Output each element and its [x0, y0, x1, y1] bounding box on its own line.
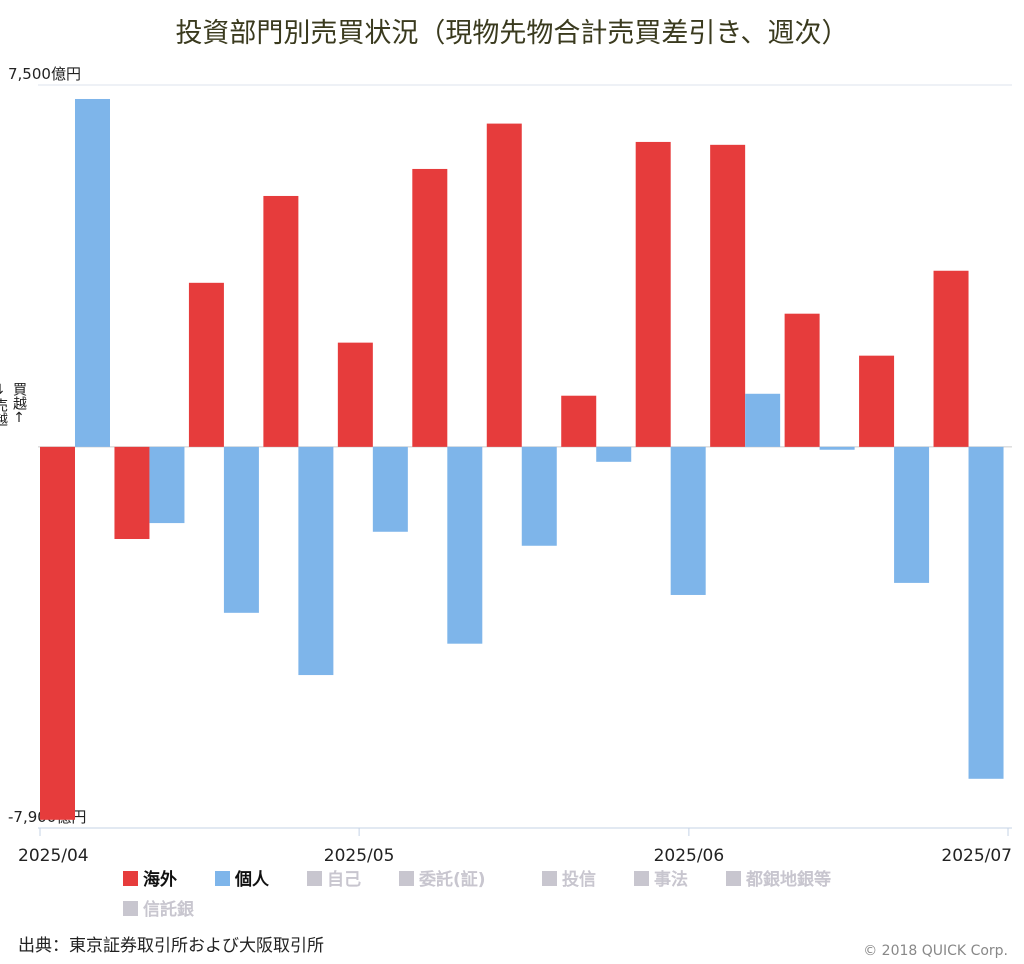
y-tick-label: 7,500億円 [8, 65, 81, 83]
legend-swatch [542, 871, 557, 886]
legend-label[interactable]: 海外 [143, 869, 177, 890]
y-label-bottom: ↓売越 [0, 382, 8, 426]
y-axis-label: 買越↑ ↓売越 [0, 382, 28, 426]
bar [635, 141, 671, 447]
x-tick-label: 2025/07 [941, 846, 1012, 866]
legend-label[interactable]: 委託(証) [418, 869, 486, 890]
bar [859, 355, 895, 447]
legend-label[interactable]: 事法 [654, 869, 688, 890]
bar [40, 446, 75, 820]
bar [223, 446, 259, 613]
legend-swatch [399, 871, 414, 886]
bar [447, 446, 483, 644]
legend-label[interactable]: 投信 [562, 869, 596, 890]
bar [337, 342, 373, 447]
x-tick-label: 2025/06 [654, 846, 725, 866]
bar [149, 446, 185, 524]
bar [894, 446, 930, 583]
x-tick-label: 2025/04 [18, 846, 89, 866]
bar [486, 123, 522, 447]
bar [372, 446, 408, 532]
bar [710, 144, 746, 447]
legend-swatch [123, 871, 138, 886]
x-tick-label: 2025/05 [324, 846, 395, 866]
legend-swatch [726, 871, 741, 886]
source: 出典：東京証券取引所および大阪取引所 [18, 936, 324, 956]
bar [670, 446, 706, 595]
legend-label[interactable]: 個人 [234, 869, 270, 890]
bar [412, 168, 448, 447]
legend-label[interactable]: 自己 [327, 869, 361, 890]
bar [298, 446, 334, 676]
bar [745, 393, 781, 447]
bar [933, 270, 969, 447]
bar [74, 98, 110, 447]
chart-title: 投資部門別売買状況（現物先物合計売買差引き、週次） [175, 18, 848, 49]
bar [561, 395, 597, 447]
bar [596, 446, 632, 462]
legend-swatch [307, 871, 322, 886]
bar [114, 446, 150, 540]
legend-label[interactable]: 都銀地銀等 [745, 869, 831, 890]
y-label-top: 買越↑ [11, 382, 27, 426]
bar [819, 446, 855, 450]
bar [188, 282, 224, 447]
bar [784, 313, 820, 447]
legend-swatch [634, 871, 649, 886]
bar [968, 446, 1004, 779]
bar [521, 446, 557, 546]
legend-swatch [215, 871, 230, 886]
copyright: © 2018 QUICK Corp. [863, 943, 1008, 959]
legend-label[interactable]: 信託銀 [143, 899, 194, 920]
bar [263, 195, 299, 447]
legend-swatch [123, 901, 138, 916]
